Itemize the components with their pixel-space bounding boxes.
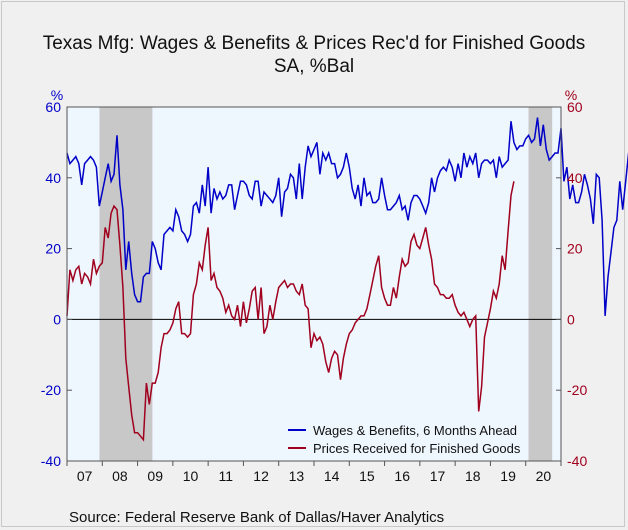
right-tick-label: 40 bbox=[567, 170, 583, 186]
wages-series-line bbox=[66, 117, 628, 316]
right-tick-label: 20 bbox=[567, 241, 583, 257]
x-tick-label: 17 bbox=[430, 468, 446, 484]
left-tick-label: 20 bbox=[45, 241, 61, 257]
source-note: Source: Federal Reserve Bank of Dallas/H… bbox=[69, 509, 445, 526]
left-tick-label: 40 bbox=[45, 170, 61, 186]
x-tick-label: 13 bbox=[289, 468, 305, 484]
right-tick-label: 60 bbox=[567, 99, 583, 115]
left-tick-label: -40 bbox=[41, 453, 61, 469]
left-axis: 60 40 20 0 -20 -40 bbox=[41, 99, 72, 469]
legend-label-wages: Wages & Benefits, 6 Months Ahead bbox=[313, 423, 517, 438]
left-tick-label: 0 bbox=[53, 311, 61, 327]
x-tick-label: 07 bbox=[77, 468, 93, 484]
right-axis-unit: % bbox=[565, 87, 577, 103]
x-tick-label: 19 bbox=[500, 468, 516, 484]
x-tick-label: 14 bbox=[324, 468, 340, 484]
right-tick-label: -20 bbox=[567, 382, 587, 398]
legend: Wages & Benefits, 6 Months Ahead Prices … bbox=[288, 423, 521, 456]
left-tick-label: 60 bbox=[45, 99, 61, 115]
x-tick-label: 08 bbox=[112, 468, 128, 484]
recession-band-1 bbox=[528, 107, 553, 461]
chart-subtitle: SA, %Bal bbox=[273, 56, 355, 77]
left-tick-label: -20 bbox=[41, 382, 61, 398]
x-tick-label: 20 bbox=[536, 468, 552, 484]
x-tick-label: 10 bbox=[183, 468, 199, 484]
x-tick-label: 09 bbox=[147, 468, 163, 484]
x-tick-label: 18 bbox=[465, 468, 481, 484]
x-tick-label: 12 bbox=[253, 468, 269, 484]
right-axis: 60 40 20 0 -20 -40 bbox=[556, 99, 587, 469]
left-axis-unit: % bbox=[51, 87, 63, 103]
prices-series-line bbox=[66, 181, 515, 442]
chart-title: Texas Mfg: Wages & Benefits & Prices Rec… bbox=[42, 33, 586, 54]
right-tick-label: 0 bbox=[567, 311, 575, 327]
x-axis: 07 08 09 10 11 12 13 14 15 16 17 18 19 20 bbox=[66, 461, 562, 484]
legend-label-prices: Prices Received for Finished Goods bbox=[313, 441, 521, 456]
x-tick-label: 16 bbox=[394, 468, 410, 484]
x-tick-label: 15 bbox=[359, 468, 375, 484]
right-tick-label: -40 bbox=[567, 453, 587, 469]
x-tick-label: 11 bbox=[219, 468, 234, 484]
